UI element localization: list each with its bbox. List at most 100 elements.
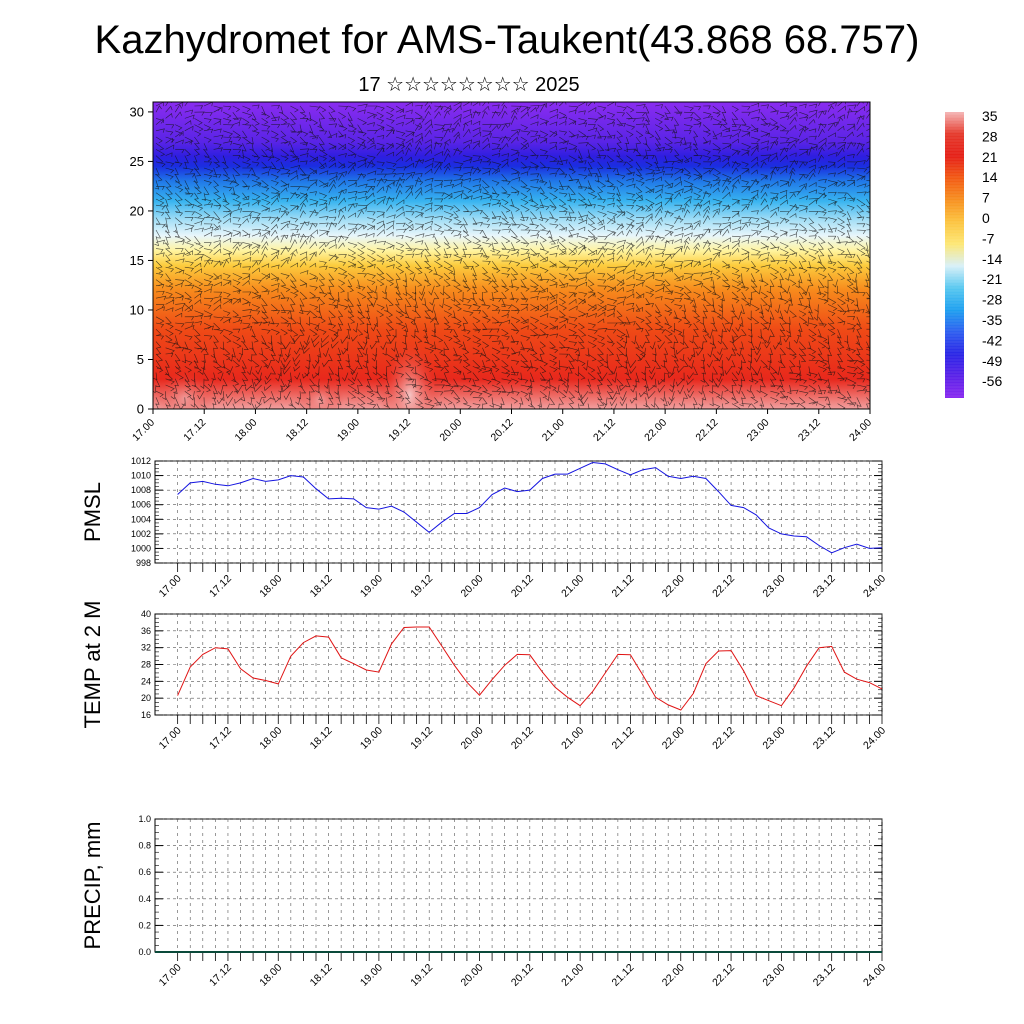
wind-barb bbox=[770, 235, 779, 241]
wind-barb bbox=[290, 136, 298, 144]
wind-barb bbox=[155, 136, 163, 144]
wind-barb bbox=[712, 142, 721, 151]
wind-barb bbox=[194, 256, 202, 262]
wind-barb bbox=[386, 264, 395, 269]
wind-barb bbox=[605, 143, 610, 152]
wind-barb bbox=[674, 159, 684, 164]
wind-barb bbox=[155, 360, 162, 369]
wind-barb bbox=[290, 112, 298, 121]
wind-barb bbox=[155, 260, 163, 269]
x-tick-label: 20.00 bbox=[459, 962, 486, 989]
x-tick-label: 18.12 bbox=[308, 573, 335, 600]
wind-barb bbox=[866, 184, 870, 187]
x-tick-label: 22.12 bbox=[693, 417, 720, 444]
wind-barb bbox=[299, 210, 306, 218]
wind-barb bbox=[328, 156, 336, 163]
wind-barb bbox=[607, 111, 616, 118]
wind-barb bbox=[405, 242, 413, 251]
wind-barb bbox=[429, 304, 435, 313]
wind-barb bbox=[232, 180, 240, 187]
wind-barb bbox=[261, 124, 271, 130]
wind-barb bbox=[712, 202, 721, 207]
wind-barb bbox=[309, 304, 319, 311]
wind-barb bbox=[718, 310, 723, 320]
wind-barb bbox=[626, 217, 635, 224]
y-axis-label: PMSL bbox=[80, 482, 105, 542]
wind-barb bbox=[472, 384, 482, 391]
wind-barb bbox=[722, 237, 731, 243]
wind-barb bbox=[626, 372, 632, 380]
wind-barb bbox=[223, 186, 233, 192]
wind-barb bbox=[578, 226, 586, 232]
wind-barb bbox=[645, 112, 650, 122]
wind-barb bbox=[251, 161, 260, 167]
wind-barb bbox=[539, 378, 550, 384]
wind-barb bbox=[357, 206, 368, 212]
wind-barb bbox=[462, 128, 471, 138]
wind-barb bbox=[165, 192, 173, 200]
wind-barb bbox=[520, 111, 529, 119]
wind-barb bbox=[607, 197, 615, 202]
wind-barb bbox=[520, 347, 531, 353]
wind-barb bbox=[395, 254, 404, 260]
y-tick-label: 15 bbox=[130, 253, 144, 268]
wind-barb bbox=[478, 292, 483, 302]
wind-barb bbox=[856, 223, 866, 228]
wind-barb bbox=[741, 403, 752, 408]
wind-barb bbox=[338, 161, 346, 169]
wind-barb bbox=[664, 166, 674, 171]
wind-barb bbox=[271, 173, 279, 180]
wind-barb bbox=[328, 353, 333, 362]
wind-barb bbox=[256, 397, 262, 405]
wind-barb bbox=[357, 136, 366, 144]
wind-barb bbox=[184, 248, 192, 256]
y-axis-label: PRECIP, mm bbox=[80, 822, 105, 950]
wind-barb bbox=[431, 341, 436, 350]
wind-barb bbox=[770, 124, 780, 131]
wind-barb bbox=[174, 174, 181, 183]
wind-barb bbox=[491, 260, 499, 270]
wind-barb bbox=[261, 223, 270, 230]
wind-barb bbox=[597, 211, 607, 218]
wind-barb bbox=[213, 223, 220, 231]
wind-barb bbox=[376, 186, 385, 194]
wind-barb bbox=[434, 279, 441, 287]
wind-barb bbox=[414, 176, 422, 187]
wind-barb bbox=[789, 192, 796, 200]
wind-barb bbox=[530, 229, 541, 235]
wind-barb bbox=[415, 124, 423, 131]
wind-barb bbox=[395, 166, 407, 171]
wind-barb bbox=[722, 124, 731, 133]
wind-barb bbox=[616, 248, 624, 255]
wind-barb bbox=[660, 391, 666, 402]
wind-barb bbox=[827, 242, 834, 250]
wind-barb bbox=[687, 391, 694, 399]
wind-barb bbox=[424, 183, 432, 188]
wind-barb bbox=[519, 403, 522, 409]
wind-barb bbox=[320, 341, 329, 348]
wind-barb bbox=[856, 204, 865, 213]
wind-barb bbox=[501, 304, 513, 310]
wind-barb bbox=[376, 372, 383, 379]
wind-barb bbox=[381, 285, 387, 295]
wind-barb bbox=[779, 384, 786, 393]
wind-barb bbox=[155, 128, 165, 133]
wind-barb bbox=[827, 260, 837, 266]
wind-barb bbox=[712, 132, 722, 138]
wind-barb bbox=[808, 384, 816, 392]
wind-barb bbox=[155, 105, 162, 113]
wind-barb bbox=[664, 239, 670, 249]
wind-barb bbox=[282, 384, 291, 393]
wind-barb bbox=[424, 139, 432, 144]
wind-barb bbox=[491, 136, 503, 142]
wind-barb bbox=[251, 285, 259, 294]
wind-barb bbox=[864, 273, 870, 281]
wind-barb bbox=[626, 223, 635, 230]
wind-barb bbox=[568, 403, 575, 409]
wind-barb bbox=[818, 186, 827, 192]
wind-barb bbox=[472, 221, 483, 227]
wind-barb bbox=[319, 198, 328, 205]
wind-barb bbox=[511, 260, 521, 267]
wind-barb bbox=[760, 235, 771, 241]
wind-barb bbox=[334, 366, 339, 377]
